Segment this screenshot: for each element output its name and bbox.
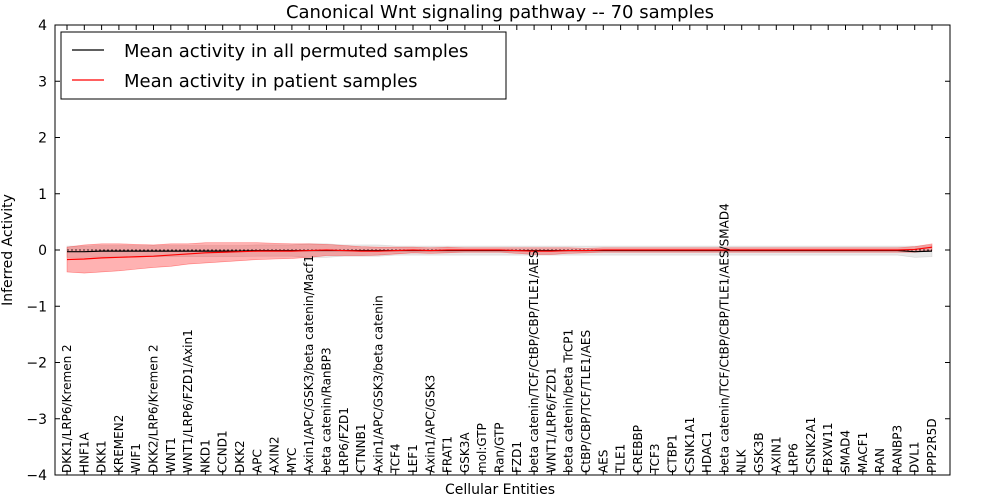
entity-label: DKK2 xyxy=(233,440,247,473)
y-axis-title: Inferred Activity xyxy=(0,194,16,306)
entity-label: KREMEN2 xyxy=(112,415,126,473)
y-tick-label: 2 xyxy=(38,131,47,147)
entity-label: AXIN1 xyxy=(769,436,783,473)
entity-label: CTNNB1 xyxy=(354,423,368,473)
entity-label: NLK xyxy=(735,448,749,473)
entity-label: GSK3B xyxy=(752,432,766,473)
entity-label: TCF3 xyxy=(648,443,662,474)
series-lines xyxy=(66,246,933,261)
entity-label: RANBP3 xyxy=(890,425,904,473)
legend: Mean activity in all permuted samples Me… xyxy=(60,31,507,100)
x-axis-ticks xyxy=(66,25,933,475)
entity-label: CREBBP xyxy=(631,425,645,473)
chart-title: Canonical Wnt signaling pathway -- 70 sa… xyxy=(286,2,714,23)
y-tick-label: −4 xyxy=(26,468,47,484)
entity-label: TLE1 xyxy=(614,444,628,474)
entity-label: mol:GTP xyxy=(475,423,489,473)
entity-label: MACF1 xyxy=(856,432,870,473)
entity-label: HDAC1 xyxy=(700,431,714,473)
entity-label: AES xyxy=(596,450,610,473)
entity-label: DKK1/LRP6/Kremen 2 xyxy=(60,344,74,473)
entity-label: LEF1 xyxy=(406,444,420,473)
entity-label: GSK3A xyxy=(458,432,472,473)
entity-label: CTBP1 xyxy=(666,434,680,473)
entity-label: beta catenin/TCF/CtBP/CBP/TLE1/AES xyxy=(527,250,541,473)
entity-label: SMAD4 xyxy=(839,430,853,473)
legend-box xyxy=(60,31,507,100)
y-tick-label: −1 xyxy=(26,299,47,315)
y-tick-label: 4 xyxy=(38,18,47,34)
entity-label: MYC xyxy=(285,448,299,473)
entity-label: LRP6 xyxy=(787,443,801,473)
entity-label: TCF4 xyxy=(389,443,403,474)
entity-label: RAN xyxy=(873,448,887,473)
confidence-bands xyxy=(66,242,933,274)
legend-label-patient: Mean activity in patient samples xyxy=(124,71,418,92)
entity-label: AXIN2 xyxy=(268,436,282,473)
entity-label: FBXW11 xyxy=(821,423,835,474)
y-tick-label: 1 xyxy=(38,187,47,203)
entity-label: WNT1/LRP6/FZD1/Axin1 xyxy=(181,329,195,473)
entity-label: Ran/GTP xyxy=(493,422,507,473)
y-tick-label: −2 xyxy=(26,356,47,372)
entity-label: CtBP/CBP/TCF/TLE1/AES xyxy=(579,330,593,473)
entity-label: WIF1 xyxy=(129,443,143,473)
entity-label: DKK1 xyxy=(95,440,109,473)
y-tick-label: −3 xyxy=(26,412,47,428)
entity-label: Axin1/APC/GSK3/beta catenin/Macf1 xyxy=(302,255,316,473)
entity-label: beta catenin/beta TrCP1 xyxy=(562,329,576,473)
entity-label: CSNK2A1 xyxy=(804,417,818,473)
entity-label: NKD1 xyxy=(198,439,212,473)
y-tick-label: 0 xyxy=(38,243,47,259)
entity-label: CSNK1A1 xyxy=(683,417,697,473)
entity-label: beta catenin/RanBP3 xyxy=(320,347,334,473)
y-tick-label: 3 xyxy=(38,74,47,90)
entity-label: Axin1/APC/GSK3/beta catenin xyxy=(371,295,385,473)
entity-label: FRAT1 xyxy=(441,436,455,473)
entity-label: PPP2R5D xyxy=(925,418,939,473)
entity-label: DKK2/LRP6/Kremen 2 xyxy=(147,344,161,473)
entity-labels: DKK1/LRP6/Kremen 2 HNF1A DKK1 KREMEN2 WIF1 DK… xyxy=(60,203,939,474)
line-series-1 xyxy=(66,246,933,261)
entity-label: DVL1 xyxy=(908,441,922,473)
entity-label: beta catenin/TCF/CtBP/CBP/TLE1/AES/SMAD4 xyxy=(717,203,731,473)
entity-label: LRP6/FZD1 xyxy=(337,407,351,473)
entity-label: WNT1/LRP6/FZD1 xyxy=(544,367,558,473)
x-axis-title: Cellular Entities xyxy=(445,482,555,498)
entity-label: Axin1/APC/GSK3 xyxy=(423,375,437,473)
entity-label: FZD1 xyxy=(510,441,524,473)
y-axis: 4 3 2 1 0 −1 −2 −3 −4 xyxy=(26,18,950,484)
entity-label: WNT1 xyxy=(164,437,178,473)
entity-label: APC xyxy=(250,449,264,473)
entity-label: HNF1A xyxy=(77,431,91,473)
entity-label: CCND1 xyxy=(216,430,230,473)
legend-label-permuted: Mean activity in all permuted samples xyxy=(124,41,468,62)
